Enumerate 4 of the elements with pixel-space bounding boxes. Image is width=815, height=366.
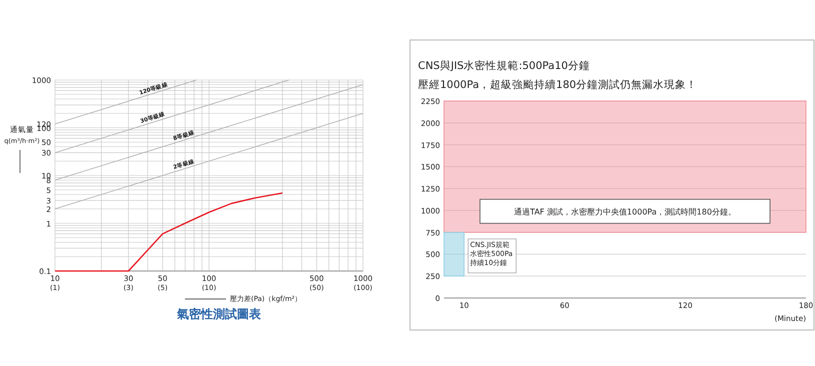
chart-subtitle: 壓經1000Pa，超級強颱持續180分鐘測試仍無漏水現象！ [418,78,698,91]
text: 氣密性測試圖表 [176,307,262,321]
annotation: 通過TAF 測試，水密壓力中央值1000Pa，測試時間180分鐘。 [514,207,736,216]
chart-title: CNS與JIS水密性規範:500Pa10分鐘 [418,59,590,72]
